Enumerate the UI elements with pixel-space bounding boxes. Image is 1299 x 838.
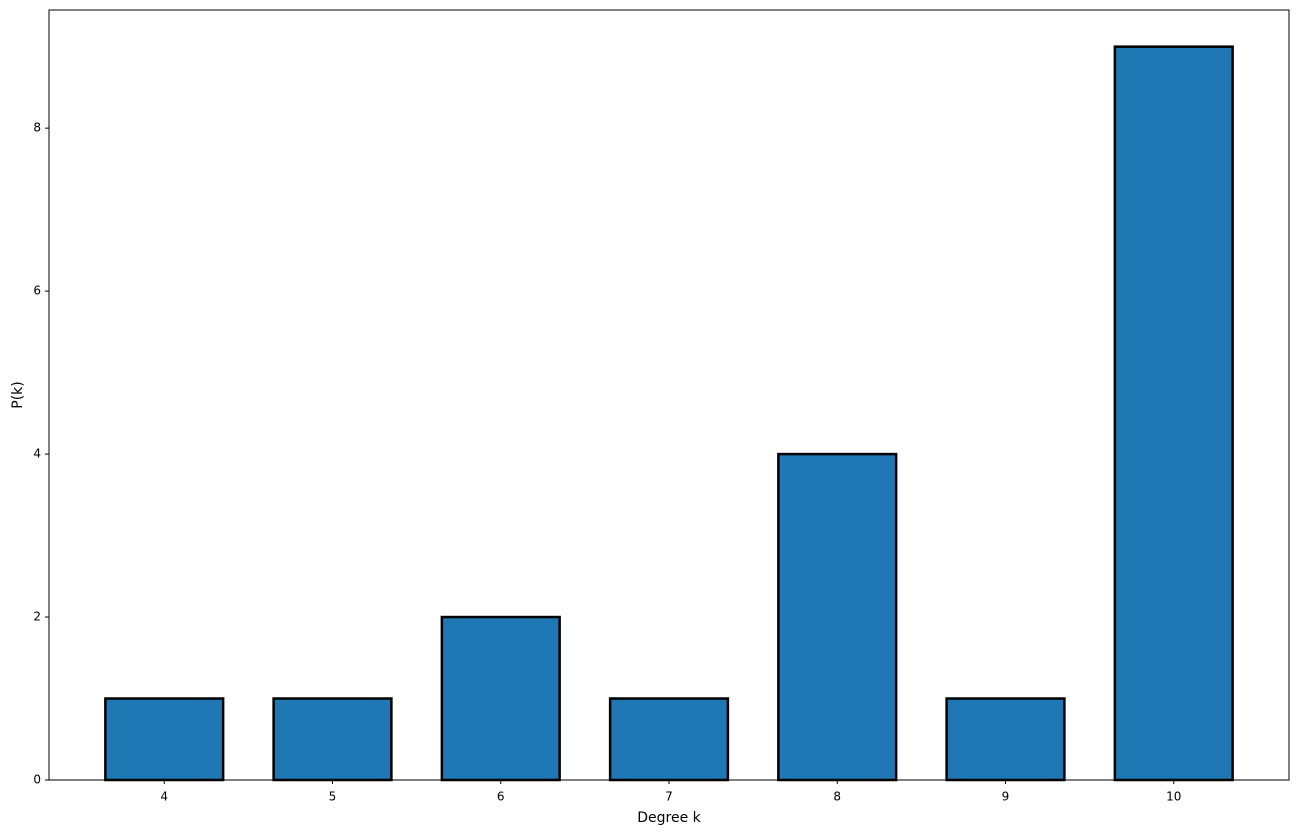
bar [104,697,225,782]
y-tick-label: 8 [33,121,41,135]
plot-frame [48,9,1290,781]
x-tick-label: 8 [833,790,841,804]
x-tick-label: 10 [1166,790,1181,804]
bar [1113,45,1234,782]
y-tick-label: 2 [33,610,41,624]
x-axis-label: Degree k [637,810,701,826]
y-tick-label: 4 [33,447,41,461]
x-tick-label: 4 [160,790,168,804]
bar [945,697,1066,782]
x-tick-label: 9 [1002,790,1010,804]
y-tick-label: 6 [33,284,41,298]
bar [777,452,898,782]
x-tick-label: 6 [497,790,505,804]
bar [608,697,730,782]
y-axis-label: P(k) [10,381,26,408]
bar [440,615,561,782]
bar [272,697,393,782]
y-tick-label: 0 [33,773,41,787]
x-tick-label: 7 [665,790,673,804]
x-tick-label: 5 [329,790,337,804]
